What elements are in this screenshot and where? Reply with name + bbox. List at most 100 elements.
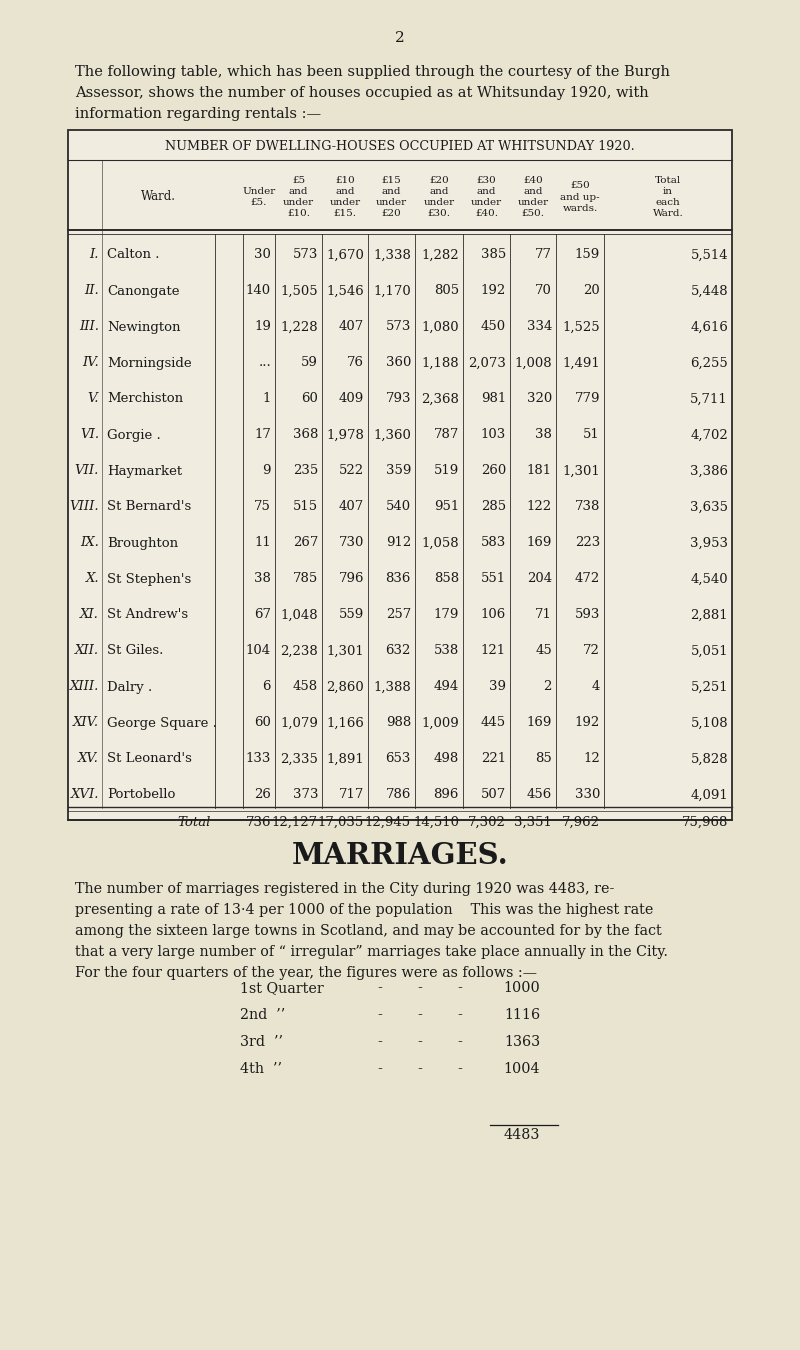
Text: £20
and
under
£30.: £20 and under £30. [423,176,454,219]
Text: 1,360: 1,360 [373,428,411,441]
Text: 4,702: 4,702 [690,428,728,441]
Text: 407: 407 [338,320,364,333]
Text: 779: 779 [574,393,600,405]
Text: 106: 106 [481,609,506,621]
Text: Newington: Newington [107,320,181,333]
Text: Gorgie .: Gorgie . [107,428,161,441]
Text: The following table, which has been supplied through the courtesy of the Burgh: The following table, which has been supp… [75,65,670,80]
Text: 1,009: 1,009 [422,717,459,729]
Text: 498: 498 [434,752,459,765]
Text: 72: 72 [583,644,600,657]
Text: 12,945: 12,945 [365,815,411,829]
Text: 373: 373 [293,788,318,802]
Text: 738: 738 [574,501,600,513]
Text: 573: 573 [386,320,411,333]
Text: IV.: IV. [82,356,99,370]
Text: 1,166: 1,166 [326,717,364,729]
Text: -: - [378,981,382,995]
Text: II.: II. [84,285,99,297]
Text: 30: 30 [254,248,271,262]
Text: 2,881: 2,881 [690,609,728,621]
Text: 60: 60 [301,393,318,405]
Text: £15
and
under
£20: £15 and under £20 [376,176,407,219]
Text: 3,351: 3,351 [514,815,552,829]
Text: XIII.: XIII. [70,680,99,694]
Text: 59: 59 [301,356,318,370]
Text: that a very large number of “ irregular” marriages take place annually in the Ci: that a very large number of “ irregular”… [75,945,668,958]
Bar [68,130,732,819]
Text: 472: 472 [574,572,600,586]
Text: For the four quarters of the year, the figures were as follows :—: For the four quarters of the year, the f… [75,967,537,980]
Text: 2nd  ’’: 2nd ’’ [240,1008,286,1022]
Text: 1363: 1363 [504,1035,540,1049]
Text: VI.: VI. [80,428,99,441]
Text: 159: 159 [574,248,600,262]
Text: 5,448: 5,448 [690,285,728,297]
Text: 76: 76 [347,356,364,370]
Text: £30
and
under
£40.: £30 and under £40. [471,176,502,219]
Text: 981: 981 [481,393,506,405]
Text: St Bernard's: St Bernard's [107,501,191,513]
Text: 1,170: 1,170 [374,285,411,297]
Text: 14,510: 14,510 [413,815,459,829]
Text: 1004: 1004 [503,1062,540,1076]
Text: 515: 515 [293,501,318,513]
Text: 75: 75 [254,501,271,513]
Text: XII.: XII. [75,644,99,657]
Text: 368: 368 [293,428,318,441]
Text: 2,238: 2,238 [280,644,318,657]
Text: 1,008: 1,008 [514,356,552,370]
Text: 836: 836 [386,572,411,586]
Text: 181: 181 [527,464,552,478]
Text: X.: X. [86,572,99,586]
Text: 988: 988 [386,717,411,729]
Text: 38: 38 [254,572,271,586]
Text: 385: 385 [481,248,506,262]
Text: III.: III. [79,320,99,333]
Text: 551: 551 [481,572,506,586]
Text: 3rd  ’’: 3rd ’’ [240,1035,283,1049]
Text: Calton .: Calton . [107,248,159,262]
Text: 5,514: 5,514 [690,248,728,262]
Text: information regarding rentals :—: information regarding rentals :— [75,107,321,122]
Text: 77: 77 [535,248,552,262]
Text: I.: I. [90,248,99,262]
Text: -: - [378,1035,382,1049]
Text: 1,525: 1,525 [562,320,600,333]
Text: 320: 320 [526,393,552,405]
Text: 9: 9 [262,464,271,478]
Text: 1,388: 1,388 [374,680,411,694]
Text: 1,058: 1,058 [422,536,459,549]
Text: Total
in
each
Ward.: Total in each Ward. [653,176,683,219]
Text: 330: 330 [574,788,600,802]
Text: XIV.: XIV. [73,717,99,729]
Text: 1,188: 1,188 [422,356,459,370]
Text: 103: 103 [481,428,506,441]
Text: 785: 785 [293,572,318,586]
Text: 17: 17 [254,428,271,441]
Text: 805: 805 [434,285,459,297]
Text: 1000: 1000 [503,981,540,995]
Text: 45: 45 [535,644,552,657]
Text: £40
and
under
£50.: £40 and under £50. [518,176,549,219]
Text: 4,616: 4,616 [690,320,728,333]
Text: 507: 507 [481,788,506,802]
Text: 169: 169 [526,717,552,729]
Text: 104: 104 [246,644,271,657]
Text: 122: 122 [527,501,552,513]
Text: 359: 359 [386,464,411,478]
Text: 717: 717 [338,788,364,802]
Text: 235: 235 [293,464,318,478]
Text: 1,670: 1,670 [326,248,364,262]
Text: 5,711: 5,711 [690,393,728,405]
Text: Merchiston: Merchiston [107,393,183,405]
Text: 11: 11 [254,536,271,549]
Text: 951: 951 [434,501,459,513]
Text: 1,282: 1,282 [422,248,459,262]
Text: Broughton: Broughton [107,536,178,549]
Text: 85: 85 [535,752,552,765]
Text: Haymarket: Haymarket [107,464,182,478]
Text: 1st Quarter: 1st Quarter [240,981,324,995]
Text: IX.: IX. [80,536,99,549]
Text: 260: 260 [481,464,506,478]
